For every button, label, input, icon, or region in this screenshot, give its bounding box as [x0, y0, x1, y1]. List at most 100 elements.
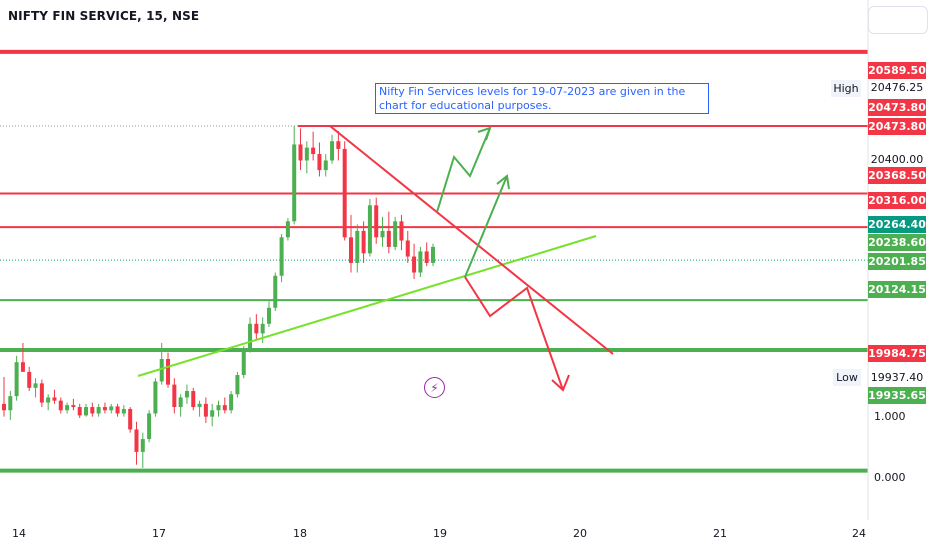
candle-body	[323, 160, 328, 171]
price-label: 20589.50	[868, 62, 926, 79]
candle-body	[361, 230, 366, 254]
low-tag: Low	[833, 369, 861, 386]
axis-value: 0.000	[874, 471, 906, 484]
candle-body	[2, 403, 6, 411]
bullish-projection-path-2	[464, 175, 508, 278]
candle-body	[14, 362, 19, 397]
candle-body	[46, 397, 51, 403]
x-tick-label: 17	[152, 527, 166, 540]
x-tick-label: 21	[713, 527, 727, 540]
rising-trendline	[137, 235, 597, 377]
candle-body	[399, 221, 404, 241]
price-label: 20400.00	[870, 153, 924, 166]
bearish-projection-path	[464, 276, 564, 391]
candle-body	[197, 403, 202, 408]
candle-body	[241, 349, 246, 376]
candle-body	[115, 406, 120, 414]
bullish-arrow-head-2	[496, 174, 510, 190]
candle-body	[311, 147, 316, 155]
bearish-arrow-head	[551, 374, 570, 392]
candle-body	[374, 205, 379, 238]
candle-body	[386, 230, 391, 247]
candle-body	[393, 221, 398, 247]
candle-body	[412, 256, 417, 273]
x-tick-label: 20	[573, 527, 587, 540]
falling-trendline	[329, 125, 614, 355]
candle-body	[77, 407, 82, 416]
candle-body	[355, 230, 360, 263]
candle-body	[216, 405, 221, 411]
price-label: 20201.85	[868, 253, 926, 270]
x-tick-label: 19	[433, 527, 447, 540]
candle-body	[285, 221, 290, 238]
price-label: 20368.50	[868, 167, 926, 184]
candle-body	[248, 323, 253, 350]
x-tick-label: 18	[293, 527, 307, 540]
price-label: 20316.00	[868, 192, 926, 209]
high-tag: High	[831, 80, 861, 97]
candle-body	[178, 397, 183, 408]
x-tick-label: 24	[852, 527, 866, 540]
candle-body	[254, 323, 259, 334]
candle-body	[235, 375, 240, 395]
candle-body	[229, 394, 234, 411]
candle-body	[266, 307, 271, 324]
price-label: 20264.40	[868, 216, 926, 233]
candle-body	[260, 323, 265, 334]
candle-body	[210, 410, 215, 417]
candle-body	[330, 141, 335, 161]
price-label: 19937.40	[870, 371, 924, 384]
candle-body	[222, 405, 227, 411]
candle-body	[90, 407, 95, 414]
candle-body	[279, 237, 284, 276]
candle-body	[102, 407, 107, 411]
candle-body	[153, 381, 158, 414]
price-label: 20124.15	[868, 281, 926, 298]
price-label: 20238.60	[868, 234, 926, 251]
candle-body	[166, 359, 171, 385]
candle-body	[172, 384, 177, 408]
candle-body	[84, 407, 89, 416]
candle-body	[424, 251, 429, 263]
candle-body	[184, 391, 189, 398]
candle-body	[58, 400, 63, 411]
x-tick-label: 14	[12, 527, 26, 540]
candle-body	[121, 408, 126, 414]
chart-title: NIFTY FIN SERVICE, 15, NSE	[8, 9, 200, 23]
candle-body	[317, 154, 322, 171]
candle-body	[20, 362, 25, 372]
candle-body	[71, 405, 76, 408]
candle-body	[342, 148, 347, 238]
candle-body	[147, 413, 152, 440]
candle-body	[336, 141, 341, 149]
bullish-arrow-head	[477, 126, 492, 141]
candle-body	[405, 240, 410, 257]
candle-body	[367, 205, 372, 254]
candle-body	[8, 396, 13, 411]
candle-body	[298, 144, 303, 161]
price-label: 19984.75	[868, 345, 926, 362]
candle-body	[418, 251, 423, 273]
candle-body	[273, 275, 278, 308]
candle-body	[191, 391, 196, 408]
candle-body	[96, 407, 101, 414]
candle-body	[380, 230, 385, 238]
candle-body	[128, 408, 133, 430]
flash-icon[interactable]: ⚡	[424, 377, 445, 398]
axis-value: 1.000	[874, 410, 906, 423]
candle-body	[159, 359, 164, 382]
candle-body	[27, 371, 32, 388]
candle-body	[52, 397, 57, 401]
note-text-box[interactable]: Nifty Fin Services levels for 19-07-2023…	[375, 83, 709, 114]
candle-body	[203, 403, 208, 417]
candle-body	[348, 237, 353, 263]
price-label: 20473.80	[868, 118, 926, 135]
bullish-projection-path	[436, 127, 491, 213]
candle-body	[140, 439, 145, 452]
price-label: 20476.25	[870, 81, 924, 94]
toolbar-button[interactable]	[868, 6, 928, 34]
candle-body	[304, 147, 309, 161]
price-label: 20473.80	[868, 99, 926, 116]
